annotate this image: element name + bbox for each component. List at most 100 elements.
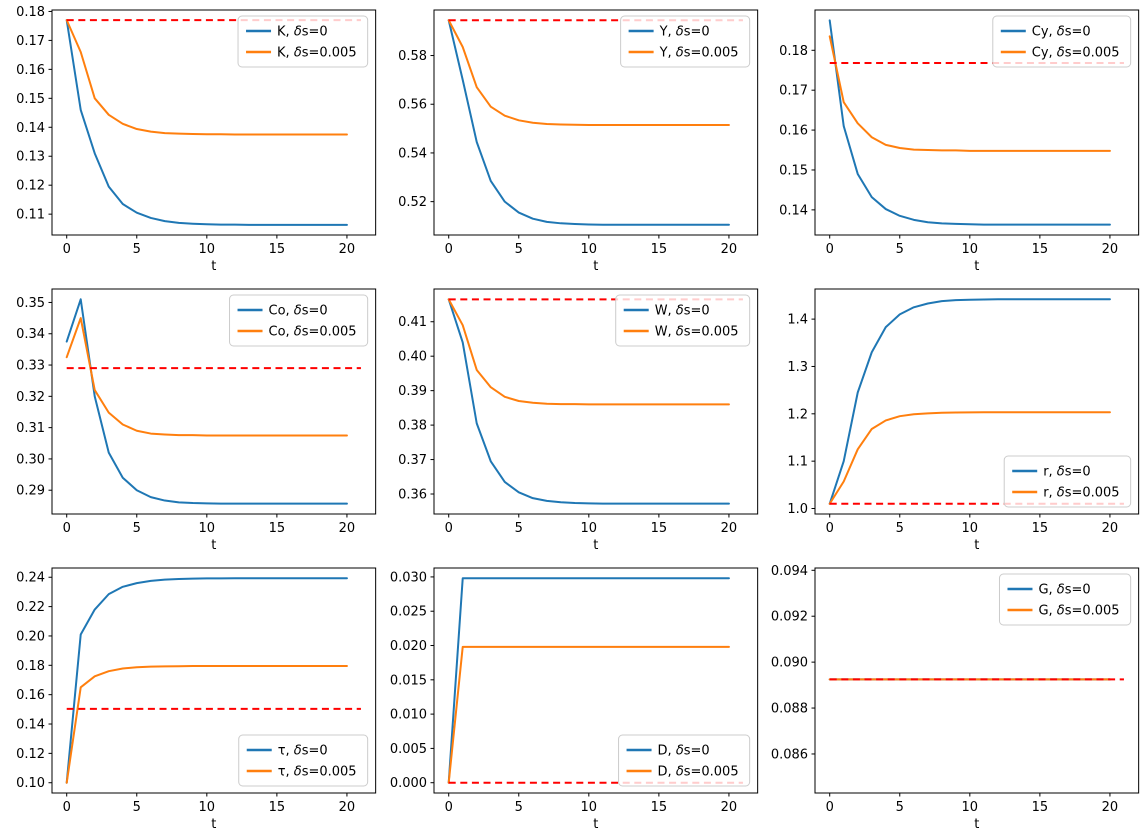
legend: Co, δs=0 Co, δs=0.005 bbox=[229, 294, 369, 347]
svg-text:0.025: 0.025 bbox=[389, 605, 426, 620]
svg-text:0.14: 0.14 bbox=[16, 121, 45, 136]
svg-text:10: 10 bbox=[580, 242, 597, 257]
svg-text:0.18: 0.18 bbox=[779, 44, 808, 59]
subplot-Cy: 0 5 10 15 20 0.14 0.15 0.16 0.17 0.18 t Cy, δs=0 Cy,… bbox=[763, 0, 1145, 279]
svg-text:0.17: 0.17 bbox=[779, 84, 808, 99]
svg-text:t: t bbox=[211, 259, 216, 274]
svg-text:1.4: 1.4 bbox=[788, 313, 809, 328]
svg-text:0.16: 0.16 bbox=[779, 124, 808, 139]
svg-text:15: 15 bbox=[269, 242, 286, 257]
svg-text:20: 20 bbox=[720, 521, 737, 536]
svg-text:G, δs=0.005: G, δs=0.005 bbox=[1039, 604, 1120, 619]
svg-text:t: t bbox=[975, 538, 980, 553]
svg-text:15: 15 bbox=[269, 800, 286, 815]
svg-text:15: 15 bbox=[650, 521, 667, 536]
svg-text:0: 0 bbox=[444, 242, 452, 257]
legend: G, δs=0 G, δs=0.005 bbox=[999, 573, 1132, 626]
subplot-r: 0 5 10 15 20 1.0 1.1 1.2 1.3 1.4 t r, δs=0 r, δs=0.0… bbox=[763, 279, 1145, 558]
legend: W, δs=0 W, δs=0.005 bbox=[614, 294, 750, 347]
svg-text:0.14: 0.14 bbox=[779, 203, 808, 218]
svg-text:0.088: 0.088 bbox=[771, 702, 808, 717]
svg-text:15: 15 bbox=[650, 800, 667, 815]
svg-text:0: 0 bbox=[826, 800, 834, 815]
svg-text:5: 5 bbox=[514, 521, 522, 536]
subplot-W: 0 5 10 15 20 0.36 0.37 0.38 0.39 0.40 0.41 t W, δs=0… bbox=[382, 279, 764, 558]
svg-text:t: t bbox=[211, 817, 216, 832]
svg-text:0.32: 0.32 bbox=[16, 390, 45, 405]
svg-text:10: 10 bbox=[962, 800, 979, 815]
svg-text:0.020: 0.020 bbox=[389, 639, 426, 654]
svg-text:0: 0 bbox=[63, 242, 71, 257]
svg-text:10: 10 bbox=[962, 242, 979, 257]
legend: D, δs=0 D, δs=0.005 bbox=[617, 734, 750, 787]
svg-text:10: 10 bbox=[199, 521, 216, 536]
svg-text:Cy, δs=0: Cy, δs=0 bbox=[1032, 25, 1091, 40]
svg-text:20: 20 bbox=[339, 521, 356, 536]
svg-text:15: 15 bbox=[1032, 521, 1049, 536]
svg-text:15: 15 bbox=[269, 521, 286, 536]
legend: r, δs=0 r, δs=0.005 bbox=[1004, 455, 1132, 508]
subplot-Y: 0 5 10 15 20 0.52 0.54 0.56 0.58 t Y, δs=0 Y, δs=0.… bbox=[382, 0, 764, 279]
svg-text:0.015: 0.015 bbox=[389, 673, 426, 688]
svg-text:0: 0 bbox=[63, 800, 71, 815]
svg-text:0: 0 bbox=[444, 521, 452, 536]
svg-text:5: 5 bbox=[896, 521, 904, 536]
svg-text:0.10: 0.10 bbox=[16, 776, 45, 791]
svg-text:0.16: 0.16 bbox=[16, 63, 45, 78]
svg-text:5: 5 bbox=[896, 800, 904, 815]
svg-text:0.11: 0.11 bbox=[16, 208, 45, 223]
svg-text:K, δs=0: K, δs=0 bbox=[277, 25, 328, 40]
svg-text:0.16: 0.16 bbox=[16, 688, 45, 703]
svg-text:0: 0 bbox=[826, 521, 834, 536]
svg-text:10: 10 bbox=[580, 800, 597, 815]
svg-text:0.15: 0.15 bbox=[16, 92, 45, 107]
svg-text:0.38: 0.38 bbox=[398, 419, 427, 434]
svg-text:0.40: 0.40 bbox=[398, 350, 427, 365]
svg-text:0.18: 0.18 bbox=[16, 5, 45, 20]
svg-text:0.094: 0.094 bbox=[771, 564, 808, 579]
svg-text:5: 5 bbox=[896, 242, 904, 257]
svg-text:0: 0 bbox=[444, 800, 452, 815]
svg-text:W, δs=0: W, δs=0 bbox=[654, 304, 709, 319]
svg-text:0.030: 0.030 bbox=[389, 570, 426, 585]
svg-text:0.14: 0.14 bbox=[16, 718, 45, 733]
svg-text:0.010: 0.010 bbox=[389, 708, 426, 723]
svg-text:0.24: 0.24 bbox=[16, 571, 45, 586]
svg-text:0.52: 0.52 bbox=[398, 195, 427, 210]
svg-text:5: 5 bbox=[514, 800, 522, 815]
svg-text:0.58: 0.58 bbox=[398, 49, 427, 64]
svg-text:1.2: 1.2 bbox=[788, 407, 809, 422]
svg-text:τ, δs=0: τ, δs=0 bbox=[278, 743, 328, 758]
svg-text:0.30: 0.30 bbox=[16, 452, 45, 467]
svg-text:0.13: 0.13 bbox=[16, 150, 45, 165]
svg-text:0.000: 0.000 bbox=[389, 776, 426, 791]
svg-text:0.086: 0.086 bbox=[771, 747, 808, 762]
svg-text:Cy, δs=0.005: Cy, δs=0.005 bbox=[1032, 46, 1120, 61]
svg-text:Co, δs=0.005: Co, δs=0.005 bbox=[269, 325, 357, 340]
svg-text:5: 5 bbox=[514, 242, 522, 257]
svg-text:0.15: 0.15 bbox=[779, 163, 808, 178]
svg-text:t: t bbox=[975, 259, 980, 274]
svg-text:0: 0 bbox=[63, 521, 71, 536]
svg-text:W, δs=0.005: W, δs=0.005 bbox=[654, 325, 738, 340]
svg-text:D, δs=0: D, δs=0 bbox=[657, 743, 709, 758]
svg-text:20: 20 bbox=[1102, 242, 1119, 257]
svg-text:Y, δs=0.005: Y, δs=0.005 bbox=[658, 46, 738, 61]
svg-text:0: 0 bbox=[826, 242, 834, 257]
svg-text:t: t bbox=[975, 817, 980, 832]
svg-text:0.39: 0.39 bbox=[398, 384, 427, 399]
svg-text:0.005: 0.005 bbox=[389, 742, 426, 757]
svg-text:20: 20 bbox=[720, 242, 737, 257]
svg-text:5: 5 bbox=[133, 521, 141, 536]
svg-text:Y, δs=0: Y, δs=0 bbox=[658, 25, 709, 40]
svg-text:10: 10 bbox=[199, 800, 216, 815]
svg-text:Co, δs=0: Co, δs=0 bbox=[269, 304, 328, 319]
svg-text:5: 5 bbox=[133, 242, 141, 257]
svg-text:0.17: 0.17 bbox=[16, 34, 45, 49]
svg-text:0.34: 0.34 bbox=[16, 327, 45, 342]
svg-text:0.092: 0.092 bbox=[771, 610, 808, 625]
svg-text:10: 10 bbox=[580, 521, 597, 536]
svg-text:0.33: 0.33 bbox=[16, 359, 45, 374]
svg-text:20: 20 bbox=[339, 242, 356, 257]
